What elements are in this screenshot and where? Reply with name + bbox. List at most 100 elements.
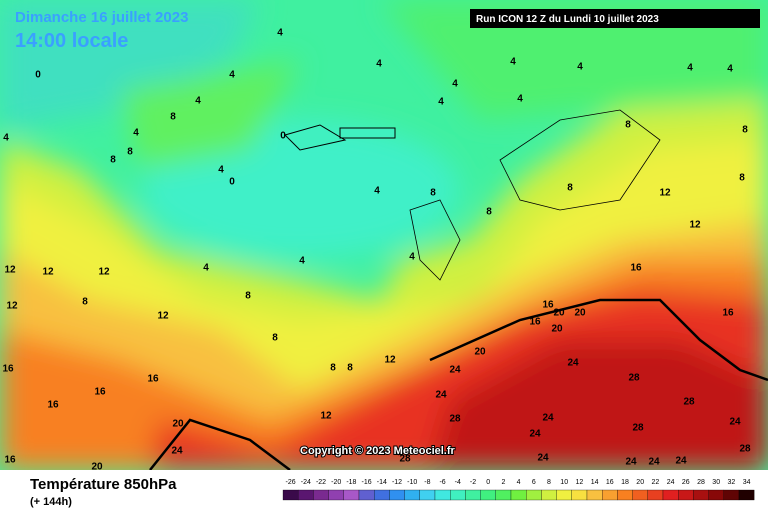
contour-label: 20 bbox=[574, 308, 586, 319]
contour-label: 28 bbox=[632, 423, 644, 434]
contour-label: 28 bbox=[399, 454, 411, 465]
date: Dimanche 16 juillet 2023 bbox=[15, 9, 188, 26]
contour-label: 12 bbox=[384, 355, 396, 366]
scale-label: 10 bbox=[560, 479, 568, 486]
contour-label: 8 bbox=[110, 155, 116, 166]
scale-label: 28 bbox=[697, 479, 705, 486]
contour-label: 12 bbox=[659, 188, 671, 199]
scale-label: -2 bbox=[470, 479, 476, 486]
scale-swatch bbox=[343, 489, 360, 501]
contour-label: 16 bbox=[2, 364, 14, 375]
contour-label: 8 bbox=[430, 188, 436, 199]
scale-label: 18 bbox=[621, 479, 629, 486]
contour-label: 4 bbox=[409, 252, 415, 263]
contour-label: 12 bbox=[689, 220, 701, 231]
contour-label: 12 bbox=[6, 301, 18, 312]
contour-label: 4 bbox=[438, 97, 444, 108]
scale-swatch bbox=[480, 489, 496, 501]
contour-label: 12 bbox=[98, 267, 110, 278]
scale-swatch bbox=[617, 489, 633, 501]
scale-swatch bbox=[541, 489, 557, 501]
contour-label: 24 bbox=[529, 429, 541, 440]
contour-label: 24 bbox=[542, 413, 554, 424]
contour-label: 12 bbox=[157, 311, 169, 322]
scale-swatch bbox=[465, 489, 481, 501]
contour-label: 0 bbox=[280, 131, 286, 142]
scale-swatch bbox=[328, 489, 344, 501]
scale-label: 34 bbox=[743, 479, 751, 486]
contour-label: 4 bbox=[374, 186, 380, 197]
contour-label: 16 bbox=[630, 263, 642, 274]
scale-swatch bbox=[526, 489, 542, 501]
contour-label: 28 bbox=[683, 397, 695, 408]
contour-label: 4 bbox=[218, 165, 224, 176]
contour-label: 4 bbox=[376, 59, 382, 70]
contour-label: 16 bbox=[4, 455, 16, 466]
contour-label: 8 bbox=[272, 333, 278, 344]
contour-label: 24 bbox=[648, 457, 660, 468]
contour-label: 8 bbox=[567, 183, 573, 194]
scale-label: 32 bbox=[728, 479, 736, 486]
contour-label: 24 bbox=[449, 365, 461, 376]
contour-label: 0 bbox=[229, 177, 235, 188]
scale-swatch bbox=[723, 489, 740, 501]
contour-label: 20 bbox=[551, 324, 563, 335]
scale-label: 22 bbox=[652, 479, 660, 486]
contour-label: 24 bbox=[675, 456, 687, 467]
contour-label: 12 bbox=[42, 267, 54, 278]
scale-label: -6 bbox=[439, 479, 445, 486]
run: Run ICON 12 Z du Lundi 10 juillet 2023 bbox=[476, 14, 659, 25]
scale-label: 12 bbox=[576, 479, 584, 486]
contour-label: 8 bbox=[486, 207, 492, 218]
time: 14:00 locale bbox=[15, 30, 128, 52]
scale-swatch bbox=[738, 489, 755, 501]
scale-swatch bbox=[404, 489, 420, 501]
contour-label: 20 bbox=[91, 462, 103, 473]
contour-label: 12 bbox=[320, 411, 332, 422]
contour-label: 8 bbox=[347, 363, 353, 374]
scale-swatch bbox=[434, 489, 451, 501]
footer-title: Température 850hPa bbox=[30, 476, 177, 493]
scale-label: -12 bbox=[392, 479, 402, 486]
contour-label: 20 bbox=[474, 347, 486, 358]
scale-swatch bbox=[510, 489, 527, 501]
scale-swatch bbox=[662, 489, 679, 501]
scale-label: 20 bbox=[636, 479, 644, 486]
contour-label: 28 bbox=[628, 373, 640, 384]
scale-label: 30 bbox=[712, 479, 720, 486]
contour-label: 4 bbox=[3, 133, 9, 144]
scale-label: -8 bbox=[424, 479, 430, 486]
scale-label: 2 bbox=[501, 479, 505, 486]
scale-swatch bbox=[298, 489, 314, 501]
contour-label: 16 bbox=[147, 374, 159, 385]
scale-swatch bbox=[495, 489, 512, 501]
contour-label: 4 bbox=[195, 96, 201, 107]
scale-swatch bbox=[419, 489, 436, 501]
scale-swatch bbox=[358, 489, 375, 501]
scale-label: 14 bbox=[591, 479, 599, 486]
contour-label: 24 bbox=[567, 358, 579, 369]
scale-swatch bbox=[708, 489, 724, 501]
scale-label: 16 bbox=[606, 479, 614, 486]
scale-label: -22 bbox=[316, 479, 326, 486]
contour-label: 24 bbox=[729, 417, 741, 428]
footer-lead: (+ 144h) bbox=[30, 496, 72, 508]
scale-swatch bbox=[313, 489, 329, 501]
contour-label: 4 bbox=[510, 57, 516, 68]
contour-label: 16 bbox=[94, 387, 106, 398]
contour-label: 20 bbox=[553, 308, 565, 319]
scale-swatch bbox=[556, 489, 572, 501]
contour-label: 4 bbox=[452, 79, 458, 90]
contour-label: 16 bbox=[542, 300, 554, 311]
contour-label: 4 bbox=[517, 94, 523, 105]
map bbox=[0, 0, 768, 470]
contour-label: 8 bbox=[82, 297, 88, 308]
scale-swatch bbox=[602, 489, 618, 501]
scale-label: -4 bbox=[455, 479, 461, 486]
contour-label: 24 bbox=[435, 390, 447, 401]
contour-label: 8 bbox=[127, 147, 133, 158]
contour-label: 4 bbox=[299, 256, 305, 267]
contour-label: 24 bbox=[537, 453, 549, 464]
copyright: Copyright © 2023 Meteociel.fr bbox=[300, 445, 456, 457]
